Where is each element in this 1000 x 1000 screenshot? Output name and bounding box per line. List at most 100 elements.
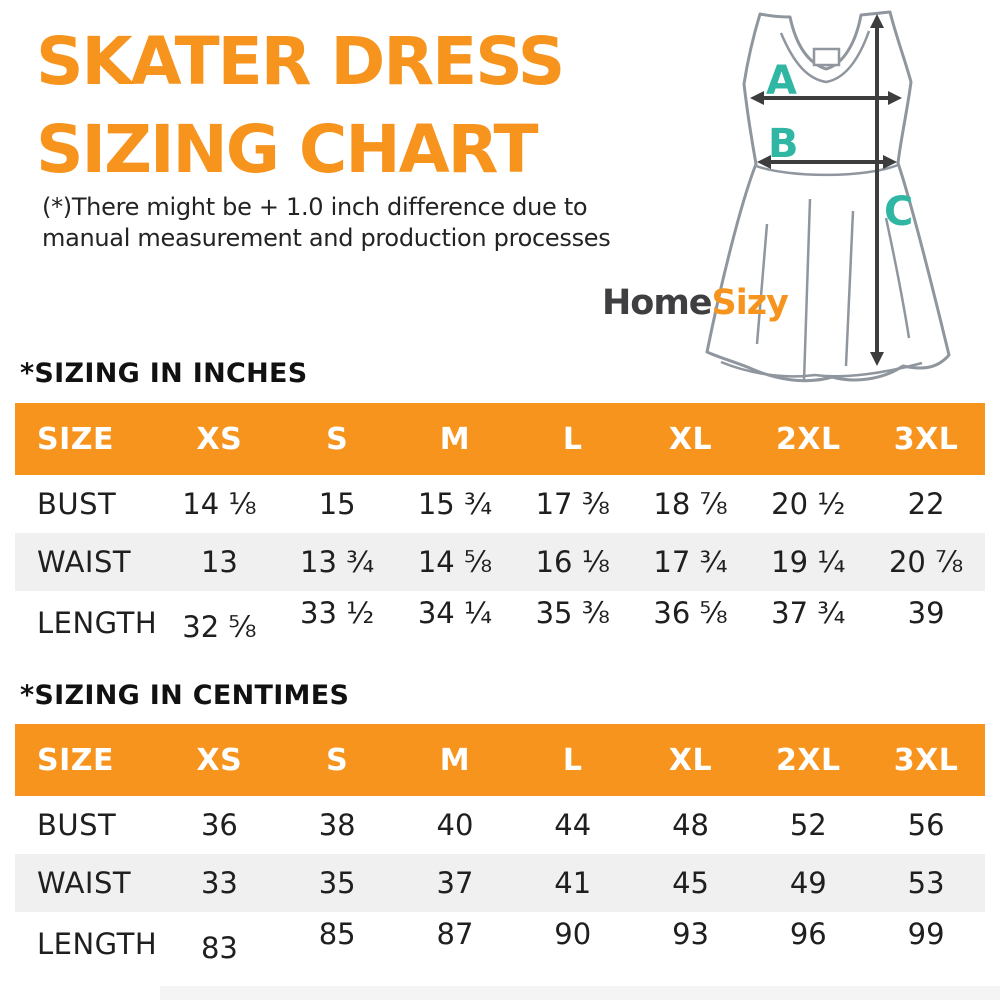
neckline-inner-line	[779, 30, 871, 84]
row-label-waist: WAIST	[15, 533, 161, 591]
column-header-2xl: 2XL	[749, 724, 868, 796]
cell-value: 35	[278, 854, 397, 912]
column-header-xs: XS	[160, 724, 279, 796]
brand-logo: HomeSizy	[602, 283, 789, 323]
cell-value: 37	[396, 854, 514, 912]
waist-seam-line	[755, 163, 899, 177]
cell-value: 36	[200, 808, 238, 842]
cell-value: 93	[672, 917, 709, 951]
cell-value: 14 ⅝	[396, 533, 514, 591]
cell-value: 14 ⅛	[182, 487, 257, 521]
cell-value: 49	[749, 854, 868, 912]
cell-value: 17 ¾	[631, 533, 750, 591]
cell-value: 34 ¼	[417, 596, 493, 630]
inches-size-table: SIZE XS S M L XL 2XL 3XL BUST 14 ⅛ 15 15…	[15, 403, 985, 655]
table-row-waist: WAIST 13 13 ¾ 14 ⅝ 16 ⅛ 17 ¾ 19 ¼ 20 ⅞	[15, 533, 985, 591]
cell-value: 37 ¾	[771, 596, 846, 630]
column-header-m: M	[396, 724, 514, 796]
cell-value: 48	[672, 808, 709, 842]
column-header-l: L	[513, 403, 632, 475]
cell-value: 36 ⅝	[653, 596, 728, 630]
column-header-xl: XL	[631, 724, 750, 796]
cell-value: 19 ¼	[749, 533, 868, 591]
cell-value: 40	[436, 808, 474, 842]
cell-value: 38	[318, 808, 356, 842]
cell-value: 87	[436, 917, 474, 951]
column-header-3xl: 3XL	[867, 403, 985, 475]
inches-section-heading: *SIZING IN INCHES	[20, 358, 308, 389]
column-header-size: SIZE	[15, 724, 161, 796]
column-header-size: SIZE	[15, 403, 161, 475]
bust-arrow	[750, 91, 902, 105]
cell-value: 15	[318, 487, 356, 521]
row-label-bust: BUST	[37, 487, 117, 521]
cell-value: 83	[200, 931, 238, 965]
cell-value: 13	[160, 533, 279, 591]
neck-tag	[812, 47, 841, 67]
table-row-bust: BUST 36 38 40 44 48 52 56	[15, 796, 985, 854]
cell-value: 96	[789, 917, 827, 951]
cell-value: 33	[160, 854, 279, 912]
cell-value: 17 ⅜	[535, 487, 610, 521]
skirt-fold-lines	[755, 198, 911, 382]
cell-value: 44	[554, 808, 592, 842]
dress-illustration: A B C	[705, 10, 951, 383]
cell-value: 53	[867, 854, 985, 912]
cell-value: 90	[554, 917, 592, 951]
centimeters-section-heading: *SIZING IN CENTIMES	[20, 680, 350, 711]
bottom-edge-strip	[160, 986, 1000, 1000]
cell-value: 16 ⅛	[513, 533, 632, 591]
cell-value: 45	[631, 854, 750, 912]
table-row-waist: WAIST 33 35 37 41 45 49 53	[15, 854, 985, 912]
cell-value: 35 ⅜	[535, 596, 610, 630]
disclaimer-note: (*)There might be + 1.0 inch difference …	[42, 192, 611, 254]
table-row-length: LENGTH 32 ⅝ 33 ½ 34 ¼ 35 ⅜ 36 ⅝ 37 ¾ 39	[15, 591, 985, 655]
column-header-s: S	[278, 403, 397, 475]
row-label-bust: BUST	[37, 808, 117, 842]
bust-label-letter: A	[766, 58, 797, 104]
cell-value: 52	[789, 808, 827, 842]
cell-value: 56	[907, 808, 945, 842]
cell-value: 13 ¾	[278, 533, 397, 591]
cell-value: 99	[907, 917, 945, 951]
row-label-length: LENGTH	[37, 927, 158, 961]
page-title-line1: SKATER DRESS	[36, 23, 565, 100]
column-header-xs: XS	[160, 403, 279, 475]
page-title: SKATER DRESS SIZING CHART	[36, 18, 565, 194]
row-label-waist: WAIST	[15, 854, 161, 912]
length-label-letter: C	[884, 189, 913, 235]
cell-value: 20 ½	[771, 487, 846, 521]
cell-value: 39	[907, 596, 945, 630]
cell-value: 32 ⅝	[182, 610, 257, 644]
column-header-l: L	[513, 724, 632, 796]
cell-value: 22	[907, 487, 945, 521]
column-header-s: S	[278, 724, 397, 796]
column-header-2xl: 2XL	[749, 403, 868, 475]
disclaimer-line1: (*)There might be + 1.0 inch difference …	[42, 193, 588, 221]
cell-value: 33 ½	[300, 596, 375, 630]
table-row-bust: BUST 14 ⅛ 15 15 ¾ 17 ⅜ 18 ⅞ 20 ½ 22	[15, 475, 985, 533]
cell-value: 85	[318, 917, 356, 951]
brand-logo-sizy: Sizy	[711, 283, 789, 323]
cell-value: 15 ¾	[417, 487, 493, 521]
cell-value: 18 ⅞	[653, 487, 728, 521]
cell-value: 41	[513, 854, 632, 912]
column-header-3xl: 3XL	[867, 724, 985, 796]
waist-label-letter: B	[768, 121, 799, 167]
row-label-length: LENGTH	[37, 606, 158, 640]
cm-header-row: SIZE XS S M L XL 2XL 3XL	[15, 724, 985, 796]
dress-diagram: A B C	[600, 0, 1000, 400]
cell-value: 20 ⅞	[867, 533, 985, 591]
table-row-length: LENGTH 83 85 87 90 93 96 99	[15, 912, 985, 976]
brand-logo-home: Home	[602, 283, 713, 323]
centimeters-size-table: SIZE XS S M L XL 2XL 3XL BUST 36 38 40 4…	[15, 724, 985, 976]
column-header-xl: XL	[631, 403, 750, 475]
column-header-m: M	[396, 403, 514, 475]
page-title-line2: SIZING CHART	[36, 111, 539, 188]
waist-arrow	[757, 155, 897, 169]
inches-header-row: SIZE XS S M L XL 2XL 3XL	[15, 403, 985, 475]
disclaimer-line2: manual measurement and production proces…	[42, 224, 611, 252]
length-arrow	[870, 14, 884, 366]
hem-inner-line	[720, 360, 923, 378]
